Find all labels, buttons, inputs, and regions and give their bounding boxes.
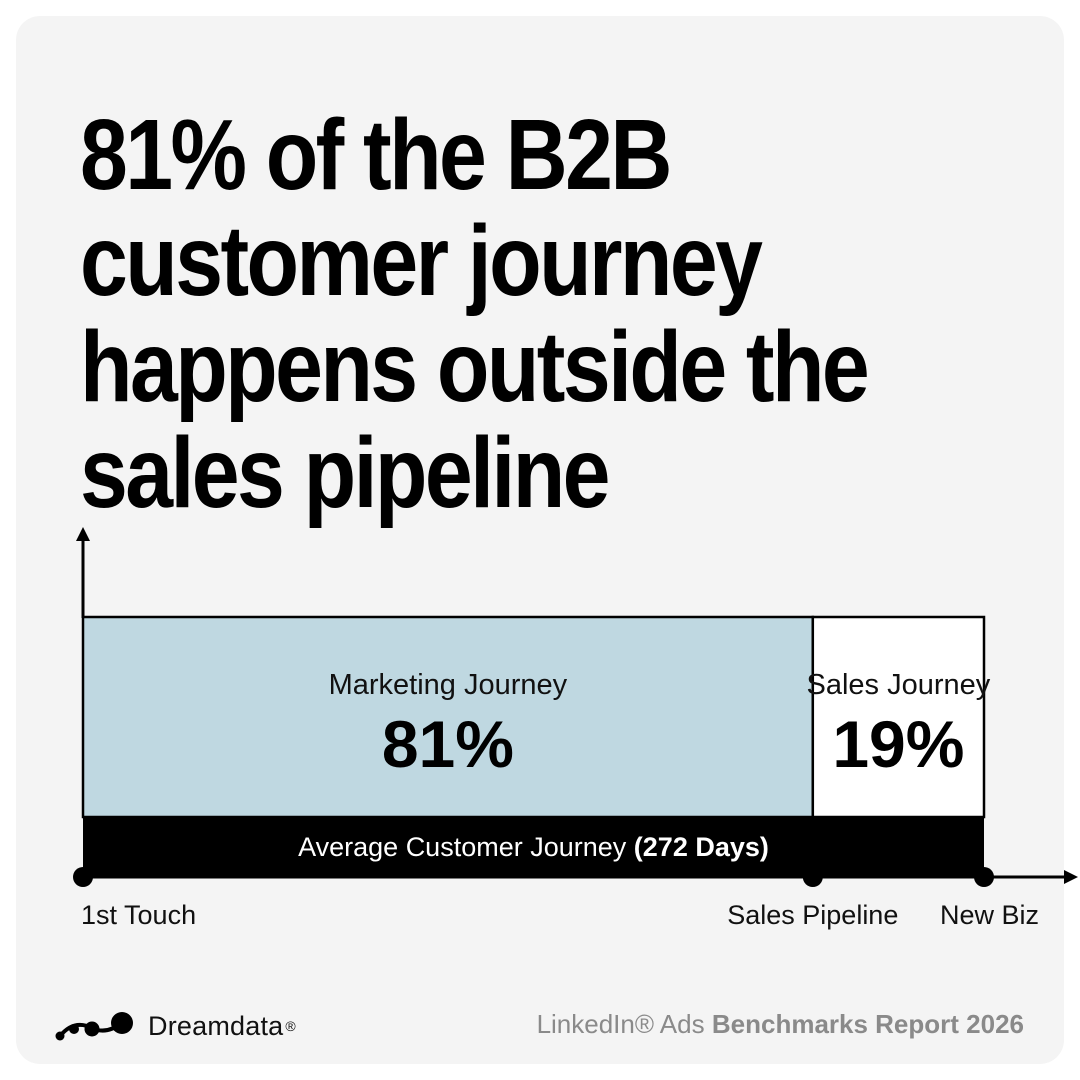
marker-label-sales-pipeline: Sales Pipeline	[727, 900, 898, 930]
report-name: Benchmarks Report 2026	[711, 1009, 1024, 1039]
card-background	[16, 16, 1064, 1064]
segment-value-sales: 19%	[832, 707, 964, 781]
total-journey-label: Average Customer Journey	[298, 832, 627, 862]
marker-dot-first-touch	[73, 867, 93, 887]
segment-label-sales: Sales Journey	[807, 669, 991, 701]
report-title: LinkedIn® Ads Benchmarks Report 2026	[537, 1009, 1024, 1040]
marker-dot-sales-pipeline	[802, 867, 823, 887]
marker-dot-new-biz	[974, 867, 994, 887]
brand-name: Dreamdata	[148, 1010, 284, 1041]
dreamdata-dots-logo-icon	[55, 1012, 133, 1041]
total-journey-bar	[83, 816, 984, 876]
marker-label-new-biz: New Biz	[940, 900, 1039, 930]
y-axis-arrow-icon	[76, 527, 90, 541]
marker-label-first-touch: 1st Touch	[81, 900, 196, 930]
report-prefix: LinkedIn® Ads	[536, 1009, 705, 1039]
bar-segment-marketing	[81, 615, 815, 819]
headline: 81% of the B2B customer journey happens …	[80, 99, 870, 529]
brand-logo: Dreamdata ®	[54, 1006, 296, 1046]
brand-registered-mark: ®	[285, 1018, 296, 1034]
total-journey-days: (272 Days)	[634, 832, 769, 862]
x-axis-arrow-icon	[1064, 870, 1078, 884]
segment-value-marketing: 81%	[382, 707, 514, 781]
total-journey-caption: Average Customer Journey (272 Days)	[298, 832, 769, 862]
segment-label-marketing: Marketing Journey	[329, 669, 568, 701]
